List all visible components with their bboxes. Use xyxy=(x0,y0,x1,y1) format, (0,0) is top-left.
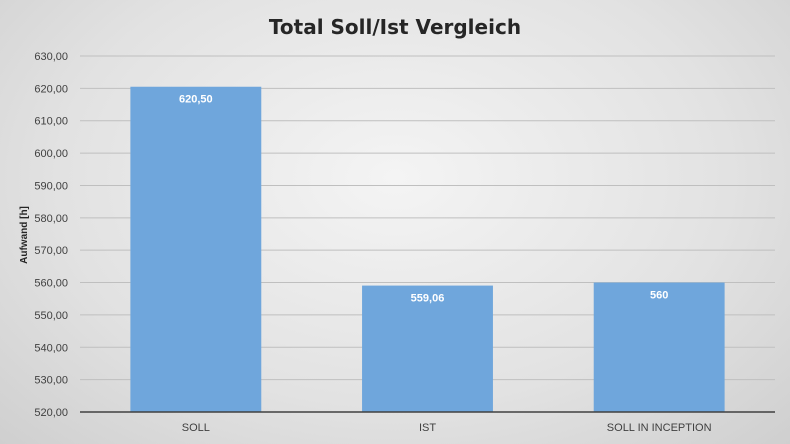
y-tick-label: 600,00 xyxy=(34,148,68,160)
y-tick-label: 610,00 xyxy=(34,116,68,128)
y-tick-label: 520,00 xyxy=(34,407,68,419)
y-tick-label: 550,00 xyxy=(34,310,68,322)
x-category-label: IST xyxy=(419,422,436,434)
bar xyxy=(130,86,262,412)
y-tick-label: 540,00 xyxy=(34,342,68,354)
x-category-label: SOLL IN INCEPTION xyxy=(607,422,712,434)
y-tick-label: 590,00 xyxy=(34,180,68,192)
x-category-label: SOLL xyxy=(182,422,210,434)
x-axis-categories: SOLL IST SOLL IN INCEPTION xyxy=(182,422,712,434)
chart-title: Total Soll/Ist Vergleich xyxy=(269,15,521,39)
y-tick-label: 630,00 xyxy=(34,51,68,63)
bars xyxy=(130,86,725,412)
data-labels: 620,50 559,06 560 xyxy=(179,94,668,305)
y-tick-label: 560,00 xyxy=(34,278,68,290)
bar xyxy=(593,282,725,412)
y-axis-title: Aufwand [h] xyxy=(19,206,30,264)
data-label: 620,50 xyxy=(179,94,213,106)
data-label: 560 xyxy=(650,290,668,302)
data-label: 559,06 xyxy=(411,293,445,305)
y-tick-label: 570,00 xyxy=(34,245,68,257)
y-tick-label: 580,00 xyxy=(34,213,68,225)
y-axis-ticks: 520,00 530,00 540,00 550,00 560,00 570,00 580,… xyxy=(34,51,68,419)
y-tick-label: 530,00 xyxy=(34,375,68,387)
bar xyxy=(362,285,493,412)
y-tick-label: 620,00 xyxy=(34,83,68,95)
